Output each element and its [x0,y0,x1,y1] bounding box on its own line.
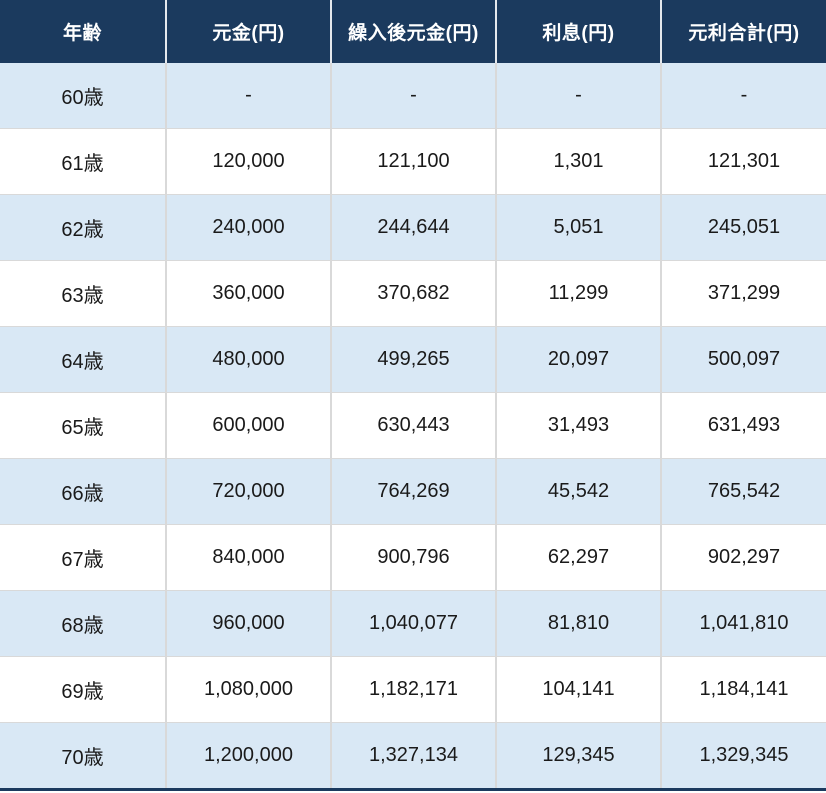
value-cell: 11,299 [496,260,662,327]
age-cell: 61歳 [0,128,167,195]
value-cell: - [331,63,497,129]
table-row: 63歳 360,000 370,682 11,299 371,299 [0,260,826,327]
value-cell: 630,443 [331,392,497,459]
value-cell: 31,493 [496,392,662,459]
value-cell: 20,097 [496,326,662,393]
table-row: 66歳 720,000 764,269 45,542 765,542 [0,458,826,525]
value-cell: 121,100 [331,128,497,195]
value-cell: 1,301 [496,128,662,195]
value-cell: 62,297 [496,524,662,591]
value-cell: 1,041,810 [661,590,826,657]
value-cell: 81,810 [496,590,662,657]
value-cell: 765,542 [661,458,826,525]
value-cell: 960,000 [166,590,332,657]
age-cell: 65歳 [0,392,167,459]
value-cell: 499,265 [331,326,497,393]
table-body: 60歳 - - - -61歳 120,000 121,100 1,301 121,301 62歳 2… [0,63,826,790]
value-cell: 370,682 [331,260,497,327]
age-cell: 63歳 [0,260,167,327]
value-cell: 245,051 [661,194,826,261]
value-cell: 1,329,345 [661,722,826,790]
age-cell: 62歳 [0,194,167,261]
table-row: 69歳 1,080,000 1,182,171 104,141 1,184,141 [0,656,826,723]
value-cell: 1,080,000 [166,656,332,723]
age-cell: 67歳 [0,524,167,591]
age-cell: 64歳 [0,326,167,393]
value-cell: 900,796 [331,524,497,591]
value-cell: 631,493 [661,392,826,459]
value-cell: 1,182,171 [331,656,497,723]
age-cell: 66歳 [0,458,167,525]
value-cell: - [496,63,662,129]
table-row: 65歳 600,000 630,443 31,493 631,493 [0,392,826,459]
header-row: 年齢 元金(円) 繰入後元金(円) 利息(円) 元利合計(円) [0,0,826,63]
value-cell: 129,345 [496,722,662,790]
value-cell: 480,000 [166,326,332,393]
age-cell: 70歳 [0,722,167,790]
column-header: 元利合計(円) [661,0,826,63]
value-cell: 45,542 [496,458,662,525]
value-cell: 600,000 [166,392,332,459]
value-cell: 104,141 [496,656,662,723]
value-cell: 500,097 [661,326,826,393]
column-header: 元金(円) [166,0,332,63]
age-cell: 68歳 [0,590,167,657]
value-cell: - [740,84,748,106]
value-cell: 1,200,000 [166,722,332,790]
column-header: 年齢 [0,0,167,63]
table-row: 60歳 - - - - [0,63,826,129]
table-row: 67歳 840,000 900,796 62,297 902,297 [0,524,826,591]
value-cell: 244,644 [331,194,497,261]
value-cell: 120,000 [166,128,332,195]
column-header: 利息(円) [496,0,662,63]
value-cell: 902,297 [661,524,826,591]
age-cell: 69歳 [0,656,167,723]
table-row: 70歳 1,200,000 1,327,134 129,345 1,329,345 [0,722,826,790]
table-row: 64歳 480,000 499,265 20,097 500,097 [0,326,826,393]
table-header: 年齢 元金(円) 繰入後元金(円) 利息(円) 元利合計(円) [0,0,826,63]
value-cell: - [166,63,332,129]
value-cell: 1,040,077 [331,590,497,657]
value-cell: 764,269 [331,458,497,525]
table-row: 68歳 960,000 1,040,077 81,810 1,041,810 [0,590,826,657]
value-cell: 121,301 [661,128,826,195]
table-row: 62歳 240,000 244,644 5,051 245,051 [0,194,826,261]
column-header: 繰入後元金(円) [331,0,497,63]
table-row: 61歳 120,000 121,100 1,301 121,301 [0,128,826,195]
value-cell: 371,299 [661,260,826,327]
value-cell: 5,051 [496,194,662,261]
value-cell: 240,000 [166,194,332,261]
value-cell: 720,000 [166,458,332,525]
value-cell: 360,000 [166,260,332,327]
value-cell: 840,000 [166,524,332,591]
value-cell: 1,327,134 [331,722,497,790]
value-cell: 1,184,141 [661,656,826,723]
age-cell: 60歳 [0,63,167,129]
